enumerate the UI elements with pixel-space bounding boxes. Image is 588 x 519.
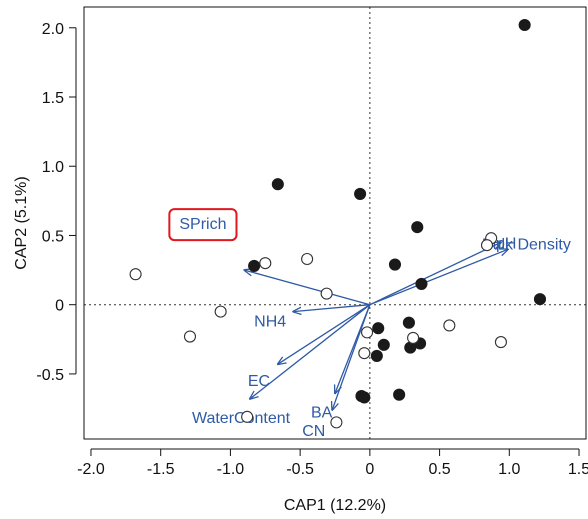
y-tick-label: 2.0 bbox=[42, 21, 64, 38]
filled-point bbox=[371, 350, 382, 361]
reference-lines bbox=[84, 7, 586, 439]
x-tick-label: 1.0 bbox=[498, 461, 520, 478]
filled-point bbox=[378, 339, 389, 350]
open-point bbox=[260, 258, 271, 269]
filled-point bbox=[403, 317, 414, 328]
filled-point bbox=[272, 179, 283, 190]
open-point bbox=[495, 337, 506, 348]
open-point bbox=[408, 332, 419, 343]
open-point bbox=[331, 417, 342, 428]
open-point bbox=[359, 348, 370, 359]
vector-arrow-nh4 bbox=[293, 305, 370, 312]
vector-label-sprich: SPrich bbox=[179, 216, 226, 233]
open-point bbox=[215, 306, 226, 317]
open-point bbox=[242, 411, 253, 422]
vector-label-watercontent: WaterContent bbox=[192, 410, 291, 427]
y-tick-label: 0 bbox=[55, 298, 64, 315]
filled-point bbox=[394, 389, 405, 400]
y-axis: -0.5 0 0.5 1.0 1.5 2.0 bbox=[36, 21, 76, 384]
vector-label-nh4: NH4 bbox=[254, 314, 286, 331]
x-tick-label: 1.5 bbox=[568, 461, 588, 478]
y-tick-label: -0.5 bbox=[36, 367, 64, 384]
vector-arrow-bulk-density bbox=[370, 249, 508, 304]
filled-point bbox=[519, 20, 530, 31]
filled-point bbox=[416, 278, 427, 289]
x-axis: -2.0 -1.5 -1.0 -0.5 0 0.5 1.0 1.5 bbox=[77, 449, 588, 478]
y-tick-label: 1.5 bbox=[42, 90, 64, 107]
open-point bbox=[481, 240, 492, 251]
open-point bbox=[321, 288, 332, 299]
x-tick-label: 0.5 bbox=[428, 461, 450, 478]
filled-point bbox=[389, 259, 400, 270]
y-tick-label: 1.0 bbox=[42, 159, 64, 176]
open-point bbox=[302, 254, 313, 265]
vector-label-cn: CN bbox=[302, 423, 325, 440]
filled-point bbox=[249, 260, 260, 271]
vector-label-ec: EC bbox=[248, 373, 270, 390]
plot-frame bbox=[84, 7, 586, 439]
y-axis-title: CAP2 (5.1%) bbox=[13, 176, 30, 269]
x-tick-label: -0.5 bbox=[286, 461, 314, 478]
x-tick-label: -2.0 bbox=[77, 461, 105, 478]
filled-point bbox=[355, 188, 366, 199]
x-tick-label: 0 bbox=[365, 461, 374, 478]
vector-arrow-ec bbox=[278, 305, 370, 365]
x-tick-label: -1.0 bbox=[217, 461, 245, 478]
open-point bbox=[184, 331, 195, 342]
open-point bbox=[362, 327, 373, 338]
filled-point bbox=[412, 222, 423, 233]
vector-arrow-sprich bbox=[244, 270, 370, 305]
filled-point bbox=[359, 392, 370, 403]
filled-point bbox=[534, 294, 545, 305]
filled-point bbox=[373, 323, 384, 334]
x-tick-label: -1.5 bbox=[147, 461, 175, 478]
open-point bbox=[444, 320, 455, 331]
y-tick-label: 0.5 bbox=[42, 228, 64, 245]
x-axis-title: CAP1 (12.2%) bbox=[284, 497, 386, 514]
open-point bbox=[130, 269, 141, 280]
vector-label-ba: BA bbox=[311, 404, 333, 421]
